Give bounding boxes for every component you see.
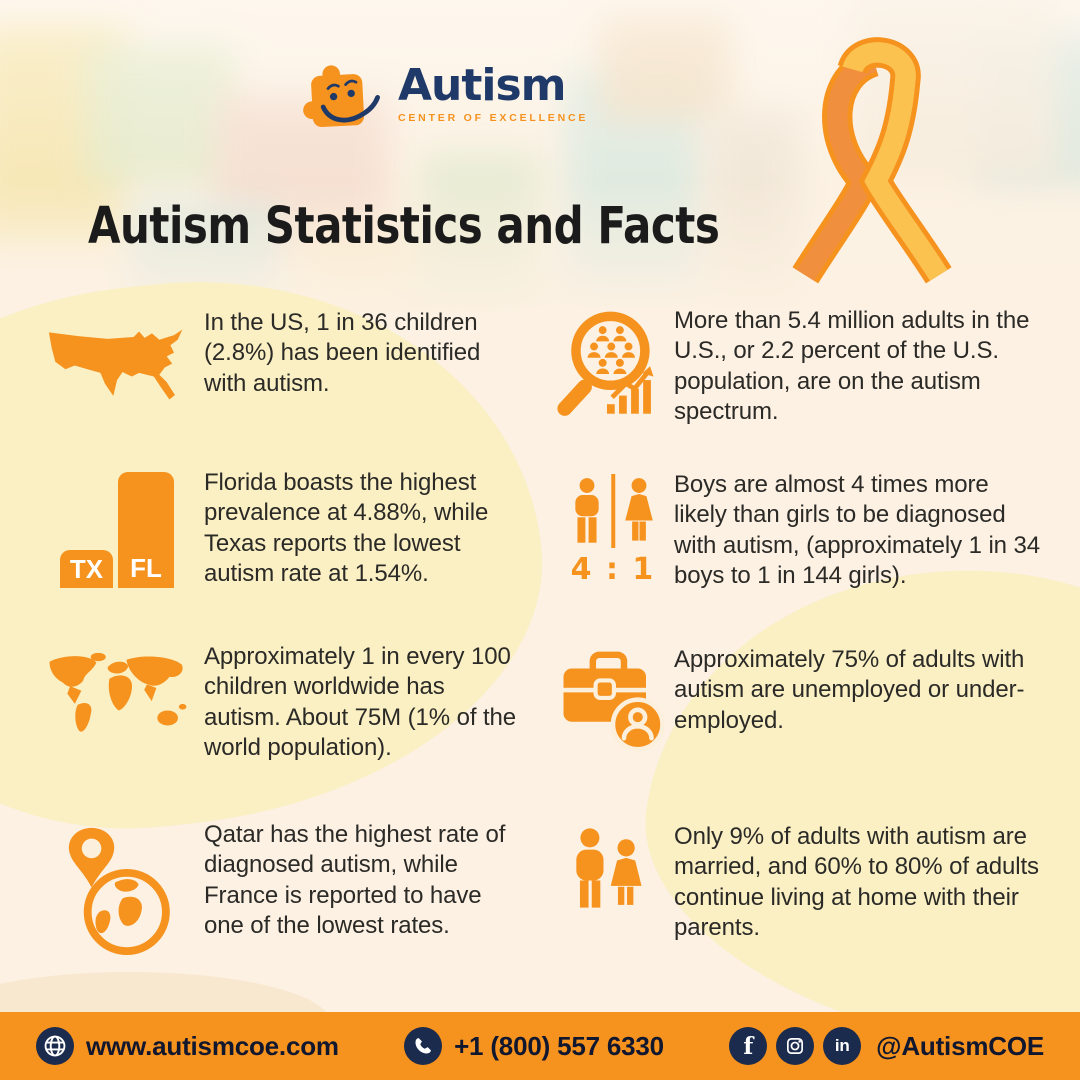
social-links: f in @AutismCOE <box>729 1027 1044 1065</box>
fact-text: Boys are almost 4 times more likely than… <box>674 471 1040 590</box>
fact-text: Approximately 1 in every 100 children wo… <box>204 643 517 762</box>
puzzle-smiley-icon <box>296 56 388 147</box>
website-link[interactable]: www.autismcoe.com <box>36 1027 339 1065</box>
brand-name: Autism <box>398 60 567 111</box>
fact-text: Only 9% of adults with autism are marrie… <box>674 823 1039 942</box>
linkedin-icon[interactable]: in <box>823 1027 862 1065</box>
fact-text: Florida boasts the highest prevalence at… <box>204 469 489 588</box>
female-icon <box>625 478 653 541</box>
page-title: Autism Statistics and Facts <box>88 196 720 255</box>
fact-text: Approximately 75% of adults with autism … <box>674 646 1025 734</box>
brand-logo: Autism CENTER OF EXCELLENCE <box>296 56 588 147</box>
world-map-icon <box>30 642 204 740</box>
instagram-icon[interactable] <box>776 1027 815 1065</box>
tx-bar: TX <box>60 550 113 588</box>
phone-text: +1 (800) 557 6330 <box>454 1030 664 1061</box>
fl-bar: FL <box>118 472 174 588</box>
us-map-icon <box>30 308 204 406</box>
ratio-label: 4 : 1 <box>570 552 656 587</box>
facebook-icon[interactable]: f <box>729 1027 768 1065</box>
state-bars-icon: TX FL <box>30 468 204 588</box>
phone-icon <box>404 1027 443 1065</box>
website-text: www.autismcoe.com <box>86 1030 339 1061</box>
fact-text: More than 5.4 million adults in the U.S.… <box>674 307 1030 426</box>
fact-us-prevalence: In the US, 1 in 36 children (2.8%) has b… <box>30 308 509 406</box>
fact-worldwide: Approximately 1 in every 100 children wo… <box>30 642 526 764</box>
globe-pin-icon <box>30 820 204 956</box>
fact-countries: Qatar has the highest rate of diagnosed … <box>30 820 514 956</box>
fact-state-rates: TX FL Florida boasts the highest prevale… <box>30 468 519 590</box>
globe-icon <box>36 1027 74 1065</box>
briefcase-person-icon <box>552 645 674 755</box>
awareness-ribbon-icon <box>758 36 988 296</box>
yellow-blob-right <box>619 527 1080 1080</box>
male-icon <box>575 478 599 543</box>
phone-link[interactable]: +1 (800) 557 6330 <box>404 1027 664 1065</box>
fact-text: Qatar has the highest rate of diagnosed … <box>204 821 506 940</box>
fact-employment: Approximately 75% of adults with autism … <box>552 645 1042 755</box>
fact-married: Only 9% of adults with autism are marrie… <box>552 822 1042 944</box>
gender-ratio-icon: 4 : 1 <box>552 470 674 587</box>
background-photo <box>0 0 1080 330</box>
magnifier-people-icon <box>552 306 674 418</box>
fact-text: In the US, 1 in 36 children (2.8%) has b… <box>204 309 481 397</box>
fact-gender-ratio: 4 : 1 Boys are almost 4 times more likel… <box>552 470 1042 592</box>
social-handle[interactable]: @AutismCOE <box>876 1030 1044 1061</box>
couple-icon <box>552 822 674 934</box>
fact-us-adults: More than 5.4 million adults in the U.S.… <box>552 306 1042 428</box>
brand-tagline: CENTER OF EXCELLENCE <box>398 112 589 124</box>
footer-bar: www.autismcoe.com +1 (800) 557 6330 f in… <box>0 1012 1080 1080</box>
